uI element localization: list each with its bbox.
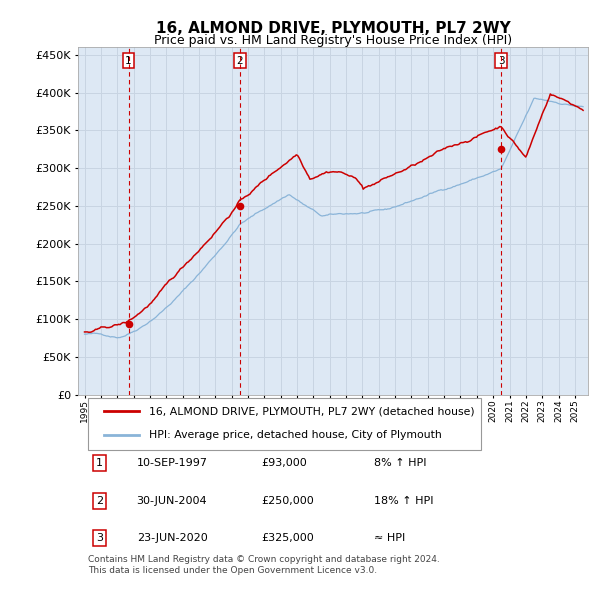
Text: Contains HM Land Registry data © Crown copyright and database right 2024.
This d: Contains HM Land Registry data © Crown c…	[88, 555, 440, 575]
Text: 18% ↑ HPI: 18% ↑ HPI	[374, 496, 433, 506]
Text: 2: 2	[96, 496, 103, 506]
Text: £250,000: £250,000	[262, 496, 314, 506]
Text: 8% ↑ HPI: 8% ↑ HPI	[374, 458, 426, 468]
Text: 23-JUN-2020: 23-JUN-2020	[137, 533, 208, 543]
Text: £93,000: £93,000	[262, 458, 307, 468]
Text: 10-SEP-1997: 10-SEP-1997	[137, 458, 208, 468]
Text: 3: 3	[498, 56, 505, 66]
Text: 16, ALMOND DRIVE, PLYMOUTH, PL7 2WY (detached house): 16, ALMOND DRIVE, PLYMOUTH, PL7 2WY (det…	[149, 407, 475, 417]
Text: HPI: Average price, detached house, City of Plymouth: HPI: Average price, detached house, City…	[149, 430, 442, 440]
Text: 1: 1	[125, 56, 132, 66]
Text: 1: 1	[96, 458, 103, 468]
FancyBboxPatch shape	[88, 398, 481, 450]
Text: ≈ HPI: ≈ HPI	[374, 533, 405, 543]
Text: 16, ALMOND DRIVE, PLYMOUTH, PL7 2WY: 16, ALMOND DRIVE, PLYMOUTH, PL7 2WY	[155, 21, 511, 35]
Text: 30-JUN-2004: 30-JUN-2004	[137, 496, 207, 506]
Text: 2: 2	[236, 56, 243, 66]
Text: Price paid vs. HM Land Registry's House Price Index (HPI): Price paid vs. HM Land Registry's House …	[154, 34, 512, 47]
Text: 3: 3	[96, 533, 103, 543]
Text: £325,000: £325,000	[262, 533, 314, 543]
